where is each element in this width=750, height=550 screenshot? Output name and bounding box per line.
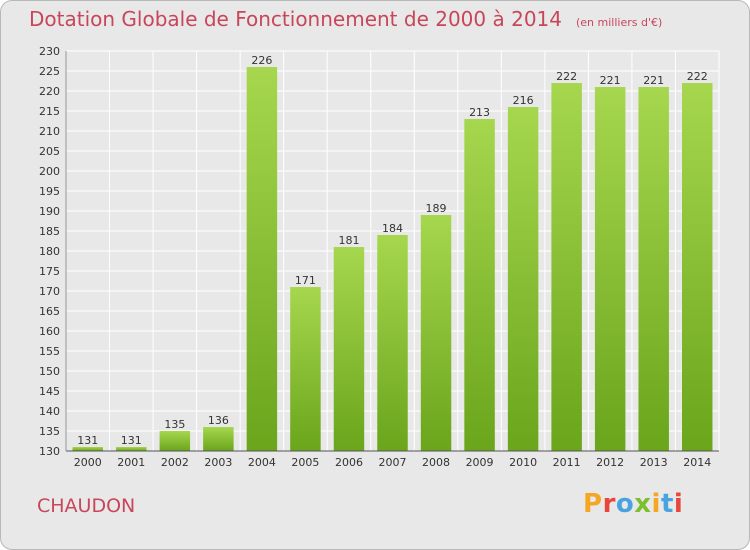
- y-tick-label: 205: [39, 145, 60, 158]
- x-tick-label: 2014: [683, 456, 711, 469]
- y-tick-label: 170: [39, 285, 60, 298]
- bar: [203, 427, 234, 451]
- bar: [464, 119, 495, 451]
- y-tick-label: 165: [39, 305, 60, 318]
- y-tick-label: 185: [39, 225, 60, 238]
- data-label: 131: [77, 434, 98, 447]
- y-tick-label: 180: [39, 245, 60, 258]
- bar: [681, 83, 713, 451]
- data-label: 189: [426, 202, 447, 215]
- chart-title-text: Dotation Globale de Fonctionnement de 20…: [29, 7, 562, 31]
- logo-letter: P: [583, 489, 603, 519]
- x-tick-label: 2008: [422, 456, 450, 469]
- data-label: 213: [469, 106, 490, 119]
- proxiti-logo: Proxiti: [583, 489, 683, 519]
- y-tick-label: 155: [39, 345, 60, 358]
- logo-letter: i: [651, 489, 661, 519]
- data-label: 135: [164, 418, 185, 431]
- data-label: 136: [208, 414, 229, 427]
- y-tick-label: 200: [39, 165, 60, 178]
- data-label: 171: [295, 274, 316, 287]
- y-tick-label: 195: [39, 185, 60, 198]
- data-label: 222: [687, 70, 708, 83]
- x-tick-label: 2000: [74, 456, 102, 469]
- data-label: 221: [600, 74, 621, 87]
- x-tick-label: 2004: [248, 456, 276, 469]
- x-tick-label: 2009: [466, 456, 494, 469]
- x-tick-label: 2001: [117, 456, 145, 469]
- x-tick-label: 2012: [596, 456, 624, 469]
- data-label: 216: [513, 94, 534, 107]
- bar: [72, 447, 104, 451]
- y-tick-label: 190: [39, 205, 60, 218]
- bar: [333, 247, 365, 451]
- bar: [594, 87, 626, 451]
- data-label: 181: [338, 234, 359, 247]
- bar: [290, 287, 321, 451]
- city-name: CHAUDON: [37, 495, 136, 517]
- x-tick-label: 2013: [640, 456, 668, 469]
- y-tick-label: 220: [39, 85, 60, 98]
- x-tick-label: 2010: [509, 456, 537, 469]
- y-tick-label: 150: [39, 365, 60, 378]
- logo-letter: x: [634, 489, 652, 519]
- y-tick-label: 230: [39, 45, 60, 58]
- data-label: 226: [251, 54, 272, 67]
- y-tick-label: 145: [39, 385, 60, 398]
- x-tick-label: 2007: [379, 456, 407, 469]
- y-tick-label: 135: [39, 425, 60, 438]
- bar: [551, 83, 582, 451]
- y-tick-label: 160: [39, 325, 60, 338]
- chart-title: Dotation Globale de Fonctionnement de 20…: [29, 7, 662, 31]
- y-tick-label: 215: [39, 105, 60, 118]
- data-label: 184: [382, 222, 403, 235]
- data-label: 222: [556, 70, 577, 83]
- x-tick-label: 2005: [291, 456, 319, 469]
- bar: [377, 235, 408, 451]
- bar: [638, 87, 669, 451]
- y-tick-label: 140: [39, 405, 60, 418]
- logo-letter: r: [602, 489, 616, 519]
- bar: [159, 431, 191, 451]
- bar: [116, 447, 147, 451]
- data-label: 131: [121, 434, 142, 447]
- logo-letter: i: [673, 489, 684, 519]
- bar: [246, 67, 278, 451]
- y-tick-label: 130: [39, 445, 60, 458]
- logo-letter: t: [660, 489, 674, 519]
- y-tick-label: 210: [39, 125, 60, 138]
- x-tick-label: 2011: [553, 456, 581, 469]
- bar: [507, 107, 539, 451]
- chart-subtitle: (en milliers d'€): [576, 16, 663, 29]
- x-tick-label: 2002: [161, 456, 189, 469]
- x-tick-label: 2006: [335, 456, 363, 469]
- y-tick-label: 225: [39, 65, 60, 78]
- logo-letter: o: [615, 489, 635, 519]
- data-label: 221: [643, 74, 664, 87]
- x-tick-label: 2003: [204, 456, 232, 469]
- bar: [420, 215, 452, 451]
- y-tick-label: 175: [39, 265, 60, 278]
